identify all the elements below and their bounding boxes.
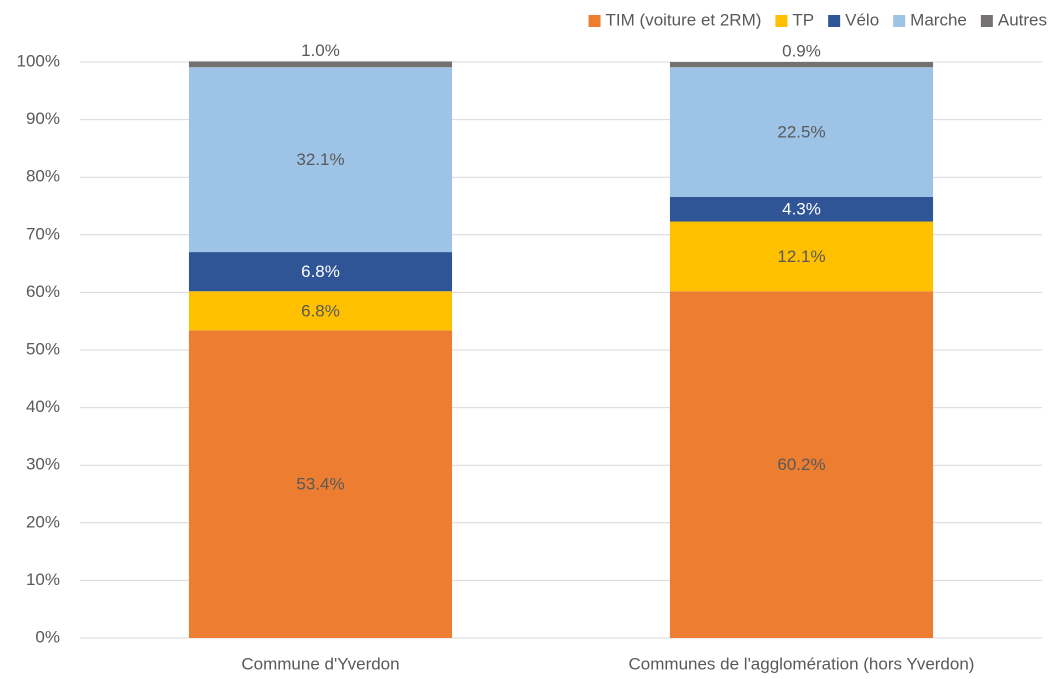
y-tick-label: 70%	[26, 224, 60, 243]
data-label: 4.3%	[782, 200, 821, 219]
y-tick-label: 40%	[26, 397, 60, 416]
bar-segment	[188, 67, 453, 253]
legend-label: Marche	[910, 10, 967, 29]
y-tick-label: 60%	[26, 282, 60, 301]
legend-label: TIM (voiture et 2RM)	[606, 10, 762, 29]
bar-segment	[188, 252, 453, 292]
data-label: 6.8%	[301, 301, 340, 320]
y-tick-label: 50%	[26, 339, 60, 358]
bar-segment	[188, 330, 453, 638]
data-label: 12.1%	[777, 247, 825, 266]
y-tick-label: 90%	[26, 109, 60, 128]
bar-segment	[669, 291, 934, 638]
x-tick-label: Communes de l'agglomération (hors Yverdo…	[629, 654, 975, 673]
y-tick-label: 10%	[26, 570, 60, 589]
data-label: 32.1%	[296, 150, 344, 169]
data-label: 60.2%	[777, 455, 825, 474]
y-tick-label: 30%	[26, 455, 60, 474]
bar-segment	[669, 196, 934, 222]
legend-label: TP	[792, 10, 814, 29]
legend-swatch	[828, 15, 841, 27]
data-label: 6.8%	[301, 262, 340, 281]
bar-segment	[188, 61, 453, 68]
y-tick-label: 20%	[26, 512, 60, 531]
data-label: 22.5%	[777, 122, 825, 141]
y-tick-label: 80%	[26, 167, 60, 186]
y-tick-label: 100%	[17, 51, 60, 70]
legend-label: Vélo	[845, 10, 879, 29]
bar-segment	[669, 67, 934, 197]
data-label: 0.9%	[782, 41, 821, 60]
bar-segment	[188, 291, 453, 331]
legend-label: Autres	[998, 10, 1047, 29]
legend-swatch	[980, 15, 993, 27]
bar-segment	[669, 221, 934, 292]
bar-segment	[669, 62, 934, 68]
data-label: 1.0%	[301, 41, 340, 60]
legend-swatch	[588, 15, 601, 27]
legend-swatch	[893, 15, 906, 27]
x-tick-label: Commune d'Yverdon	[241, 654, 399, 673]
data-label: 53.4%	[296, 475, 344, 494]
legend-swatch	[775, 15, 788, 27]
y-tick-label: 0%	[35, 627, 60, 646]
